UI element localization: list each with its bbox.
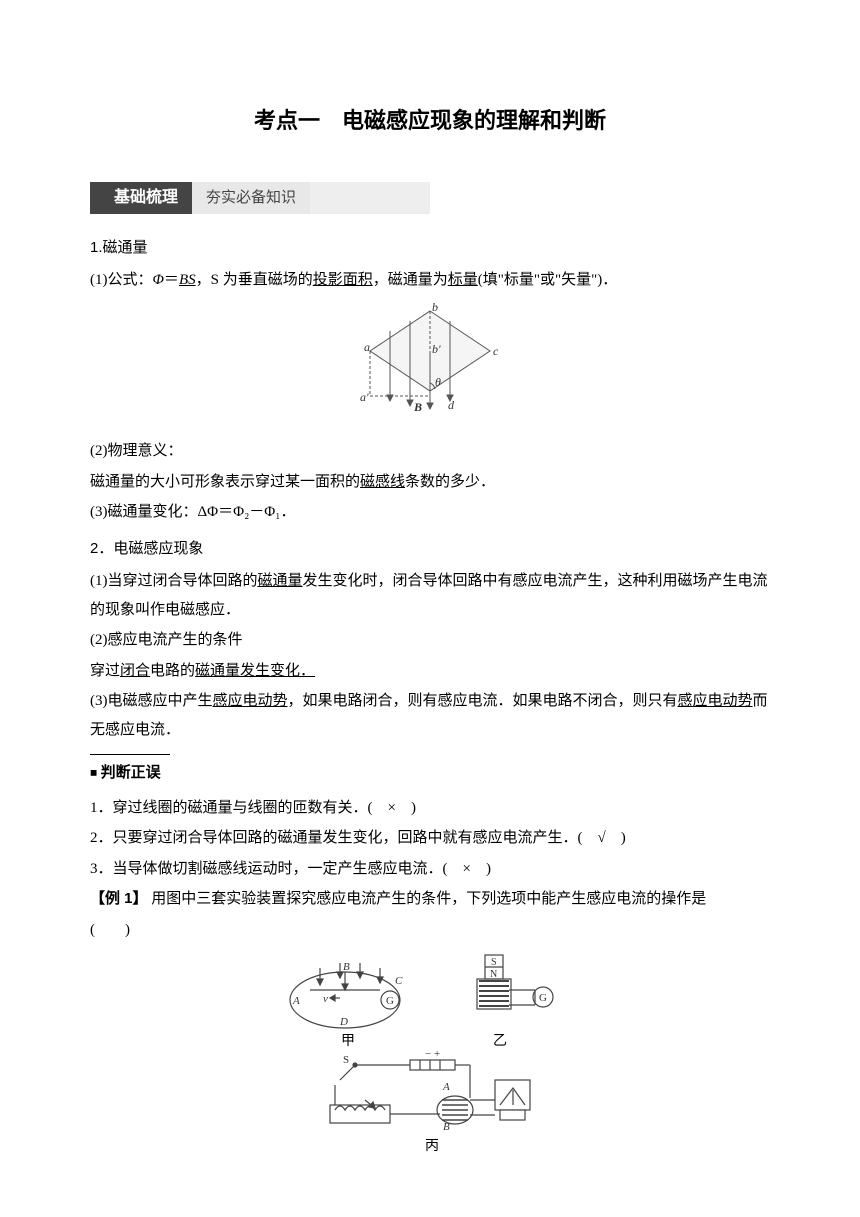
- judge-q3: 3．当导体做切割磁感线运动时，一定产生感应电流．( × ): [90, 855, 770, 884]
- page-title: 考点一 电磁感应现象的理解和判断: [90, 100, 770, 142]
- banner-dark: 基础梳理: [100, 182, 192, 214]
- example-label: 【例 1】: [90, 890, 148, 907]
- delta-phi: (3)磁通量变化：ΔΦ＝Φ₂－Φ₁．: [90, 498, 770, 527]
- u: 感应电动势: [213, 693, 288, 709]
- example-paren: ( ): [90, 916, 770, 945]
- svg-text:c: c: [493, 344, 499, 358]
- svg-text:乙: 乙: [493, 1033, 507, 1049]
- svg-text:C: C: [395, 975, 403, 987]
- svg-text:a': a': [360, 390, 369, 404]
- svg-text:B: B: [413, 400, 422, 414]
- proj-underline: 投影面积: [313, 272, 373, 288]
- t: (填"标量"或"矢量")．: [478, 272, 617, 288]
- section-1-head: 1.磁通量: [90, 234, 770, 263]
- s2-l2: (2)感应电流产生的条件: [90, 626, 770, 655]
- s2-l1: (1)当穿过闭合导体回路的磁通量发生变化时，闭合导体回路中有感应电流产生，这种利…: [90, 567, 770, 624]
- bullet-icon: ■: [90, 766, 101, 780]
- bs-underline: BS: [179, 272, 196, 288]
- t: 磁通量的大小可形象表示穿过某一面积的: [90, 474, 360, 490]
- svg-text:b: b: [432, 301, 438, 314]
- svg-text:N: N: [490, 969, 497, 980]
- judge-head: ■ 判断正误: [90, 759, 770, 788]
- svg-text:G: G: [539, 992, 547, 1004]
- t: 条数的多少．: [405, 474, 495, 490]
- u: 磁通量发生变化．: [195, 663, 315, 679]
- banner-light: 夯实必备知识: [192, 182, 310, 214]
- flux-diagram: a b c b' a' d B θ: [90, 301, 770, 432]
- phi: Φ: [153, 272, 164, 288]
- svg-text:D: D: [339, 1016, 348, 1028]
- svg-text:A: A: [442, 1081, 450, 1093]
- t: 电路的: [150, 663, 195, 679]
- u: 磁通量: [258, 573, 303, 589]
- t: (1)当穿过闭合导体回路的: [90, 573, 258, 589]
- eq: ＝: [164, 272, 179, 288]
- s2-l3: 穿过闭合电路的磁通量发生变化．: [90, 657, 770, 686]
- divider-line: [90, 754, 170, 755]
- t: 判断正误: [101, 764, 161, 781]
- svg-text:θ: θ: [435, 375, 441, 389]
- section-2-head: 2．电磁感应现象: [90, 535, 770, 564]
- t: (1)公式：: [90, 272, 153, 288]
- banner-marker: [90, 182, 100, 214]
- section-banner: 基础梳理 夯实必备知识: [90, 182, 430, 214]
- example-text: 用图中三套实验装置探究感应电流产生的条件，下列选项中能产生感应电流的操作是: [151, 891, 706, 907]
- svg-text:丙: 丙: [425, 1139, 439, 1154]
- t: (3)电磁感应中产生: [90, 693, 213, 709]
- svg-text:a: a: [364, 340, 370, 354]
- u: 磁感线: [360, 474, 405, 490]
- svg-text:S: S: [491, 957, 497, 968]
- t: ，如果电路闭合，则有感应电流．如果电路不闭合，则只有: [288, 693, 678, 709]
- svg-text:甲: 甲: [341, 1034, 355, 1049]
- judge-q1: 1．穿过线圈的磁通量与线圈的匝数有关．( × ): [90, 794, 770, 823]
- svg-text:v: v: [323, 993, 328, 1005]
- t: ，磁通量为: [373, 272, 448, 288]
- scalar-underline: 标量: [448, 272, 478, 288]
- judge-q2: 2．只要穿过闭合导体回路的磁通量发生变化，回路中就有感应电流产生．( √ ): [90, 824, 770, 853]
- example-1: 【例 1】 用图中三套实验装置探究感应电流产生的条件，下列选项中能产生感应电流的…: [90, 885, 770, 914]
- svg-text:G: G: [386, 995, 394, 1007]
- experiment-diagrams: G A B C D v 甲 S N: [90, 950, 770, 1171]
- s2-l4: (3)电磁感应中产生感应电动势，如果电路闭合，则有感应电流．如果电路不闭合，则只…: [90, 687, 770, 744]
- svg-text:A: A: [292, 995, 300, 1007]
- meaning-text: 磁通量的大小可形象表示穿过某一面积的磁感线条数的多少．: [90, 468, 770, 497]
- svg-text:b': b': [432, 342, 441, 356]
- t: 穿过: [90, 663, 120, 679]
- u: 闭合: [120, 663, 150, 679]
- svg-text:B: B: [443, 1121, 450, 1133]
- svg-text:B: B: [343, 961, 350, 973]
- t: ，S 为垂直磁场的: [196, 272, 313, 288]
- svg-text:− +: − +: [425, 1048, 440, 1060]
- u: 感应电动势: [678, 693, 753, 709]
- svg-text:d: d: [448, 398, 455, 412]
- formula-line: (1)公式：Φ＝BS，S 为垂直磁场的投影面积，磁通量为标量(填"标量"或"矢量…: [90, 266, 770, 295]
- svg-text:S: S: [343, 1054, 349, 1066]
- meaning-head: (2)物理意义：: [90, 437, 770, 466]
